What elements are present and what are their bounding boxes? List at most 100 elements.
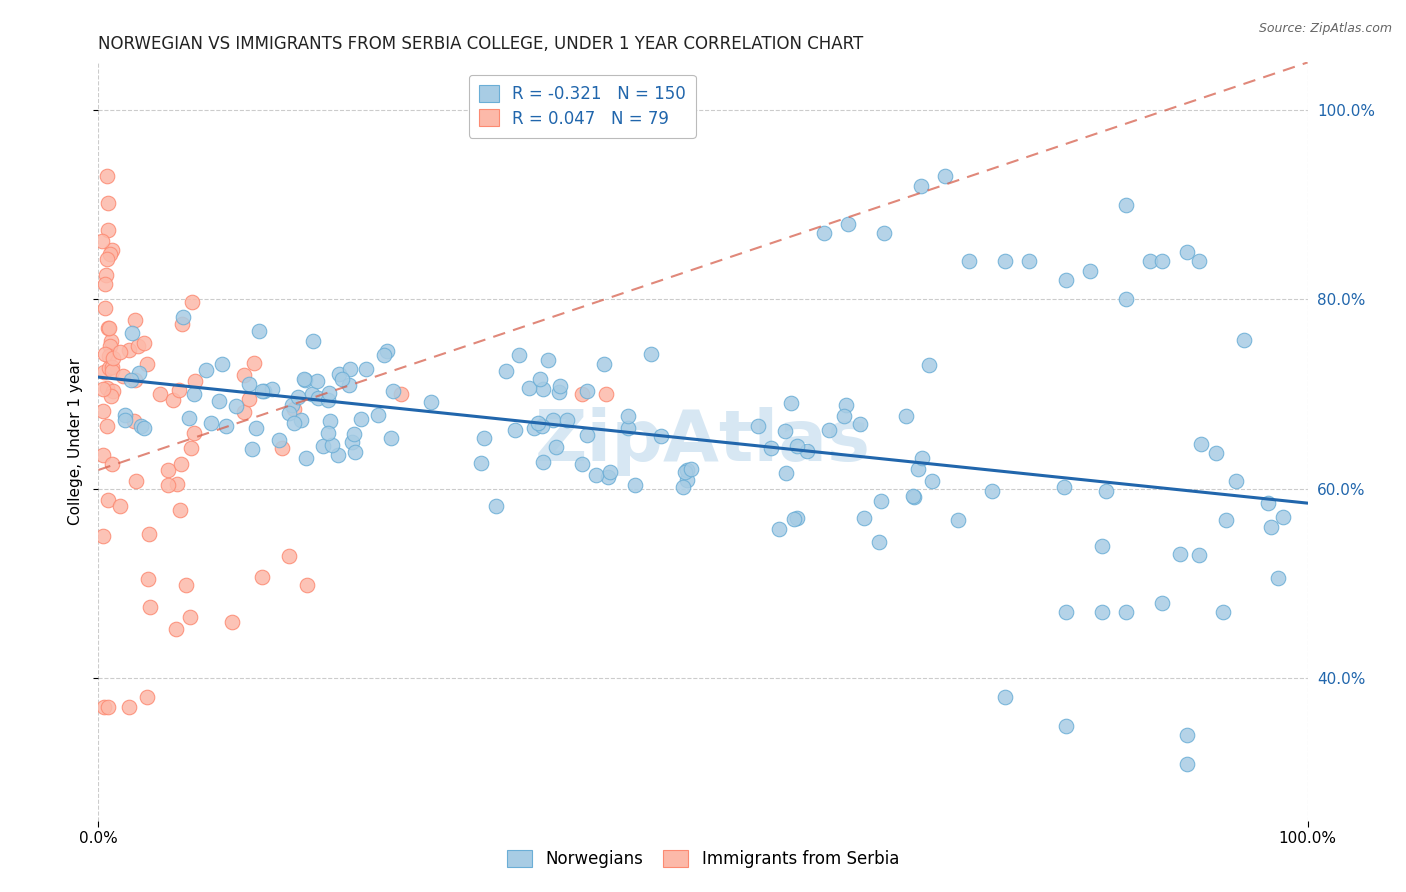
Point [93, 277, 115, 291]
Point [354, 362, 377, 376]
Legend: R = -0.321   N = 150, R = 0.047   N = 79: R = -0.321 N = 150, R = 0.047 N = 79 [468, 75, 696, 137]
Point [373, 348, 395, 362]
Point [957, 254, 980, 268]
Point [555, 413, 578, 427]
Text: NORWEGIAN VS IMMIGRANTS FROM SERBIA COLLEGE, UNDER 1 YEAR CORRELATION CHART: NORWEGIAN VS IMMIGRANTS FROM SERBIA COLL… [98, 35, 863, 53]
Point [307, 391, 329, 405]
Point [640, 347, 662, 361]
Point [853, 511, 876, 525]
Point [673, 465, 696, 479]
Point [316, 392, 339, 407]
Point [530, 419, 553, 434]
Point [849, 417, 872, 431]
Point [170, 317, 193, 331]
Point [523, 420, 546, 434]
Point [208, 394, 231, 409]
Point [166, 476, 188, 491]
Point [1267, 571, 1289, 585]
Point [367, 409, 389, 423]
Point [495, 364, 517, 378]
Point [503, 423, 526, 437]
Point [837, 217, 859, 231]
Point [283, 416, 305, 430]
Point [761, 441, 783, 455]
Point [672, 480, 695, 494]
Point [125, 474, 148, 488]
Point [211, 357, 233, 371]
Point [101, 364, 124, 378]
Point [243, 356, 266, 370]
Point [1054, 273, 1077, 287]
Point [91, 382, 114, 396]
Point [1233, 333, 1256, 347]
Point [278, 549, 301, 563]
Point [156, 477, 179, 491]
Point [245, 421, 267, 435]
Point [1152, 254, 1174, 268]
Point [122, 414, 145, 428]
Point [903, 489, 925, 503]
Point [1152, 596, 1174, 610]
Point [316, 426, 339, 441]
Point [287, 390, 309, 404]
Point [1257, 496, 1279, 510]
Point [101, 384, 124, 398]
Point [527, 416, 550, 430]
Point [253, 384, 276, 398]
Point [375, 344, 398, 359]
Point [918, 359, 941, 373]
Point [1215, 513, 1237, 527]
Point [98, 247, 121, 261]
Point [180, 441, 202, 455]
Point [111, 368, 134, 383]
Point [96, 268, 118, 282]
Point [98, 339, 121, 353]
Point [1188, 254, 1211, 268]
Point [934, 169, 956, 184]
Point [97, 361, 120, 376]
Point [97, 492, 120, 507]
Point [786, 510, 808, 524]
Point [1175, 244, 1198, 259]
Point [911, 451, 934, 466]
Point [292, 372, 315, 386]
Point [994, 254, 1017, 268]
Point [508, 349, 530, 363]
Point [903, 491, 925, 505]
Point [96, 252, 118, 267]
Point [598, 470, 620, 484]
Point [124, 313, 146, 327]
Point [796, 444, 818, 458]
Point [118, 699, 141, 714]
Point [531, 382, 554, 396]
Point [294, 373, 316, 387]
Point [162, 393, 184, 408]
Point [269, 434, 291, 448]
Point [541, 413, 564, 427]
Y-axis label: College, Under 1 year: College, Under 1 year [67, 358, 83, 525]
Point [389, 387, 412, 401]
Point [91, 448, 114, 462]
Point [132, 420, 155, 434]
Point [114, 408, 136, 422]
Point [1189, 437, 1212, 451]
Point [174, 578, 197, 592]
Point [183, 426, 205, 441]
Point [485, 500, 508, 514]
Point [108, 344, 131, 359]
Text: Source: ZipAtlas.com: Source: ZipAtlas.com [1258, 22, 1392, 36]
Point [910, 178, 932, 193]
Point [907, 462, 929, 476]
Point [783, 511, 806, 525]
Point [595, 387, 617, 401]
Point [305, 375, 328, 389]
Point [1168, 547, 1191, 561]
Point [537, 352, 560, 367]
Point [835, 397, 858, 411]
Point [252, 570, 274, 584]
Point [617, 420, 640, 434]
Point [247, 324, 270, 338]
Point [650, 428, 672, 442]
Point [1018, 254, 1040, 268]
Point [101, 243, 124, 257]
